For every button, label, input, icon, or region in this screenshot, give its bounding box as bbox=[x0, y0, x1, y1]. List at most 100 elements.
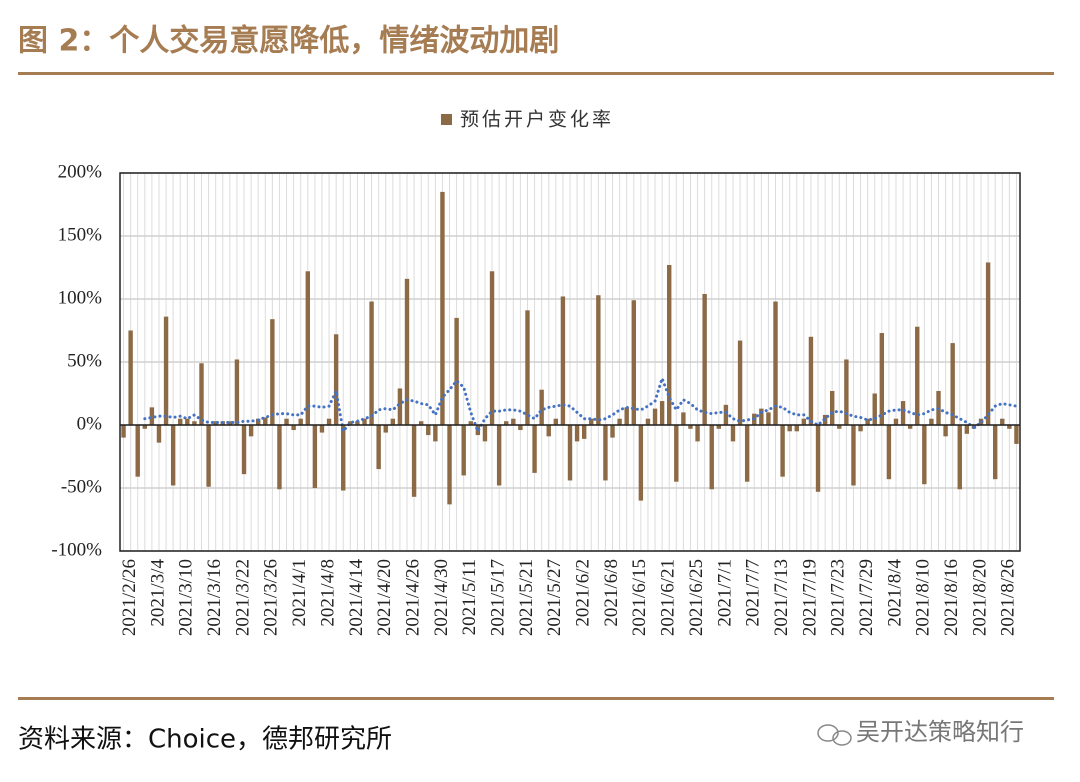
bar bbox=[553, 418, 559, 425]
bar bbox=[560, 296, 566, 425]
bar bbox=[135, 425, 140, 477]
x-tick-label: 2021/6/8 bbox=[601, 559, 622, 627]
bar bbox=[518, 425, 523, 431]
bar bbox=[815, 425, 821, 492]
x-tick-label: 2021/4/30 bbox=[431, 559, 452, 636]
bar bbox=[390, 418, 396, 425]
bar bbox=[170, 425, 176, 486]
x-tick-label: 2021/3/16 bbox=[204, 559, 225, 636]
y-tick-label: 200% bbox=[58, 161, 103, 182]
bar bbox=[915, 326, 920, 425]
bar bbox=[645, 418, 651, 425]
bar bbox=[489, 271, 495, 425]
bar bbox=[830, 390, 835, 425]
bar bbox=[879, 333, 885, 425]
x-tick-label: 2021/4/20 bbox=[374, 559, 395, 636]
x-tick-label: 2021/6/25 bbox=[686, 559, 707, 636]
x-tick-label: 2021/7/1 bbox=[714, 559, 735, 627]
bar bbox=[447, 425, 452, 505]
source-note: 资料来源：Choice，德邦研究所 bbox=[18, 725, 392, 755]
x-tick-label: 2021/6/2 bbox=[573, 559, 594, 627]
bar bbox=[291, 425, 296, 431]
x-tick-label: 2021/8/26 bbox=[998, 559, 1019, 636]
bar bbox=[348, 421, 353, 425]
x-tick-label: 2021/7/19 bbox=[799, 559, 820, 636]
bar bbox=[865, 418, 870, 425]
x-tick-label: 2021/8/4 bbox=[884, 559, 905, 627]
bar bbox=[737, 340, 743, 425]
x-tick-label: 2021/8/20 bbox=[969, 559, 990, 636]
bar bbox=[312, 425, 318, 488]
y-tick-label: 0% bbox=[77, 413, 103, 434]
bar bbox=[716, 425, 722, 429]
x-tick-label: 2021/4/1 bbox=[289, 559, 310, 627]
bar bbox=[610, 425, 615, 438]
bar bbox=[844, 359, 849, 425]
bar bbox=[525, 310, 530, 425]
bar bbox=[284, 418, 289, 425]
bar bbox=[255, 418, 261, 425]
bar bbox=[341, 425, 346, 491]
x-tick-label: 2021/6/15 bbox=[629, 559, 650, 636]
bar bbox=[1014, 425, 1019, 444]
bar bbox=[759, 408, 764, 425]
x-tick-label: 2021/4/8 bbox=[317, 559, 338, 627]
bar bbox=[227, 421, 233, 425]
x-tick-label: 2021/7/23 bbox=[828, 559, 849, 636]
bar bbox=[893, 418, 899, 425]
bar bbox=[702, 293, 707, 425]
bar bbox=[185, 418, 190, 425]
bar bbox=[128, 330, 133, 425]
x-tick-label: 2021/4/26 bbox=[402, 559, 423, 636]
bar bbox=[213, 421, 218, 425]
bar bbox=[950, 343, 955, 425]
bar bbox=[454, 317, 459, 425]
bar bbox=[744, 425, 750, 482]
bar bbox=[794, 425, 799, 432]
bar bbox=[709, 425, 714, 490]
x-tick-label: 2021/4/14 bbox=[346, 559, 367, 637]
bar bbox=[603, 425, 608, 481]
bar bbox=[234, 359, 240, 425]
bar bbox=[900, 401, 906, 425]
bar bbox=[504, 421, 509, 425]
bar bbox=[581, 425, 587, 439]
bar bbox=[766, 412, 771, 425]
bar bbox=[907, 425, 913, 429]
x-tick-label: 2021/8/10 bbox=[913, 559, 934, 636]
bar bbox=[277, 425, 282, 490]
bar bbox=[964, 425, 970, 434]
bar bbox=[546, 425, 551, 437]
bar bbox=[376, 425, 381, 470]
bar bbox=[681, 412, 686, 425]
bar bbox=[723, 404, 729, 425]
x-tick-label: 2021/3/22 bbox=[232, 559, 253, 636]
bar bbox=[596, 295, 601, 425]
bar bbox=[355, 421, 360, 425]
bar bbox=[383, 425, 388, 433]
x-tick-label: 2021/7/13 bbox=[771, 559, 792, 636]
bar bbox=[659, 401, 665, 425]
bar bbox=[929, 418, 934, 425]
bar bbox=[468, 421, 473, 425]
bar bbox=[241, 425, 247, 475]
y-tick-label: -50% bbox=[61, 476, 102, 497]
bar bbox=[674, 425, 679, 482]
bar bbox=[248, 425, 254, 437]
bar bbox=[985, 262, 991, 425]
bar bbox=[667, 264, 672, 425]
plot-border bbox=[119, 172, 1021, 552]
bar bbox=[149, 407, 155, 425]
y-tick-label: 50% bbox=[67, 350, 102, 371]
bar bbox=[319, 425, 325, 433]
x-tick-label: 2021/7/29 bbox=[856, 559, 877, 636]
bar bbox=[851, 425, 856, 486]
bar bbox=[404, 278, 410, 425]
bar bbox=[418, 421, 424, 425]
bar bbox=[178, 418, 183, 425]
bar bbox=[298, 418, 303, 425]
y-tick-label: 150% bbox=[58, 224, 103, 245]
y-tick-label: -100% bbox=[51, 539, 102, 560]
